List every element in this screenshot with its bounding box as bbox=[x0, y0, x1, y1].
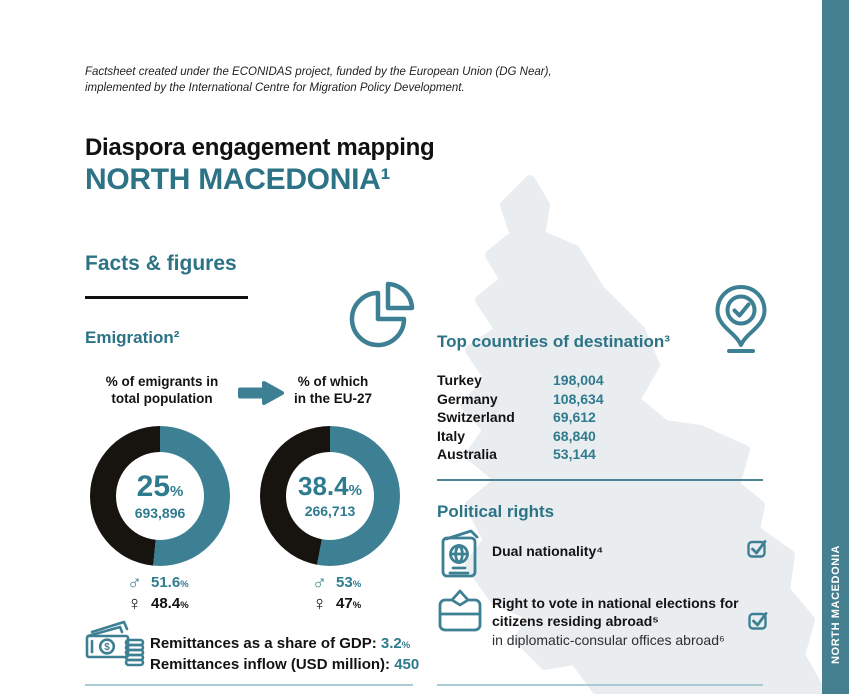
bottom-separator-left bbox=[85, 684, 413, 686]
remittances-gdp-line: Remittances as a share of GDP: 3.2% bbox=[150, 633, 419, 654]
page-title: Diaspora engagement mapping bbox=[85, 134, 435, 161]
right-to-vote-note: in diplomatic-consular offices abroad⁶ bbox=[492, 631, 725, 648]
donut2-count: 266,713 bbox=[304, 503, 356, 519]
passport-icon bbox=[441, 529, 479, 578]
country-value: 68,840 bbox=[553, 427, 596, 444]
facts-figures-heading: Facts & figures bbox=[85, 252, 237, 275]
country-row: Turkey 198,004 bbox=[437, 371, 604, 390]
country-name: Turkey bbox=[437, 372, 482, 389]
donut2-percent-sign: % bbox=[348, 482, 362, 499]
donut2-gender-legend: ♂ 53% ♀ 47% bbox=[312, 572, 361, 614]
female-share-sign: % bbox=[180, 600, 189, 611]
donut-chart-emigrants: 25% 693,896 bbox=[90, 426, 230, 566]
male-icon: ♂ bbox=[312, 571, 327, 594]
check-icon bbox=[747, 540, 767, 558]
male-share: 51.6 bbox=[151, 574, 181, 591]
country-row: Australia 53,144 bbox=[437, 445, 604, 464]
female-share: 47 bbox=[336, 595, 353, 612]
country-name: Switzerland bbox=[437, 409, 515, 426]
country-value: 53,144 bbox=[553, 446, 596, 463]
donut1-count: 693,896 bbox=[134, 504, 186, 521]
country-name: Italy bbox=[437, 427, 466, 444]
arrow-right-icon bbox=[238, 381, 284, 405]
male-share-sign: % bbox=[352, 579, 362, 590]
credit-line-2: implemented by the International Centre … bbox=[85, 82, 465, 95]
donut-chart-eu27: 38.4% 266,713 bbox=[260, 426, 400, 566]
female-share: 48.4 bbox=[151, 595, 181, 612]
check-icon bbox=[748, 612, 768, 630]
donut1-gender-legend: ♂ 51.6% ♀ 48.4% bbox=[127, 572, 189, 614]
country-value: 108,634 bbox=[553, 390, 604, 407]
political-rights-heading: Political rights bbox=[437, 502, 555, 521]
ballot-box-icon bbox=[438, 589, 482, 632]
country-name: Australia bbox=[437, 446, 497, 463]
location-pin-check-icon bbox=[715, 285, 767, 353]
donut1-percent: 25 bbox=[136, 469, 171, 503]
remittances-inflow-value: 450 bbox=[394, 656, 420, 674]
top-countries-heading: Top countries of destination³ bbox=[437, 332, 670, 351]
page-title-country: NORTH MACEDONIA¹ bbox=[85, 163, 391, 196]
dual-nationality-label: Dual nationality⁴ bbox=[492, 543, 604, 559]
remittances-inflow-line: Remittances inflow (USD million): 450 bbox=[150, 654, 419, 675]
country-side-bar: NORTH MACEDONIA bbox=[822, 0, 849, 694]
legend-row-female: ♀ 47% bbox=[312, 593, 361, 614]
facts-underline bbox=[85, 296, 248, 299]
bottom-separator-right bbox=[437, 684, 763, 686]
svg-text:$: $ bbox=[104, 642, 110, 653]
legend-row-male: ♂ 51.6% bbox=[127, 572, 189, 593]
remittances-gdp-label: Remittances as a share of GDP: bbox=[150, 635, 381, 652]
pie-chart-icon bbox=[349, 281, 415, 348]
country-row: Germany 108,634 bbox=[437, 390, 604, 409]
male-share: 53 bbox=[336, 574, 353, 591]
donut2-title: % of which in the EU-27 bbox=[293, 374, 372, 406]
remittances-inflow-label: Remittances inflow (USD million): bbox=[150, 656, 395, 674]
country-row: Switzerland 69,612 bbox=[437, 408, 604, 427]
remittances-gdp-value: 3.2 bbox=[380, 635, 402, 652]
emigration-heading: Emigration² bbox=[85, 328, 180, 347]
money-remittances-icon: $ bbox=[85, 620, 145, 667]
section-separator bbox=[437, 479, 763, 481]
country-value: 69,612 bbox=[553, 409, 596, 426]
donut1-title: % of emigrants in total population bbox=[105, 374, 219, 406]
male-share-sign: % bbox=[180, 579, 189, 590]
legend-row-male: ♂ 53% bbox=[312, 572, 361, 593]
right-to-vote-label: Right to vote in national elections for … bbox=[492, 595, 739, 630]
country-value: 198,004 bbox=[553, 372, 604, 389]
country-row: Italy 68,840 bbox=[437, 427, 604, 446]
remittances-block: Remittances as a share of GDP: 3.2% Remi… bbox=[150, 633, 419, 676]
legend-row-female: ♀ 48.4% bbox=[127, 593, 189, 614]
dual-nationality-item: Dual nationality⁴ bbox=[492, 542, 748, 560]
donut2-percent: 38.4 bbox=[298, 471, 349, 501]
remittances-gdp-sign: % bbox=[401, 640, 411, 651]
donut1-percent-sign: % bbox=[170, 482, 184, 500]
side-bar-country-label: NORTH MACEDONIA bbox=[829, 545, 842, 664]
female-icon: ♀ bbox=[312, 592, 327, 615]
background-map-shape bbox=[460, 175, 827, 694]
male-icon: ♂ bbox=[127, 571, 142, 594]
top-countries-table: Turkey 198,004 Germany 108,634 Switzerla… bbox=[437, 371, 604, 464]
female-icon: ♀ bbox=[127, 592, 142, 615]
donut1-center: 25% 693,896 bbox=[116, 452, 204, 540]
credit-line-1: Factsheet created under the ECONIDAS pro… bbox=[85, 66, 552, 78]
credit-note: Factsheet created under the ECONIDAS pro… bbox=[85, 64, 555, 96]
donut2-center: 38.4% 266,713 bbox=[286, 452, 374, 540]
right-to-vote-item: Right to vote in national elections for … bbox=[492, 594, 748, 649]
female-share-sign: % bbox=[352, 600, 362, 611]
country-name: Germany bbox=[437, 390, 498, 407]
